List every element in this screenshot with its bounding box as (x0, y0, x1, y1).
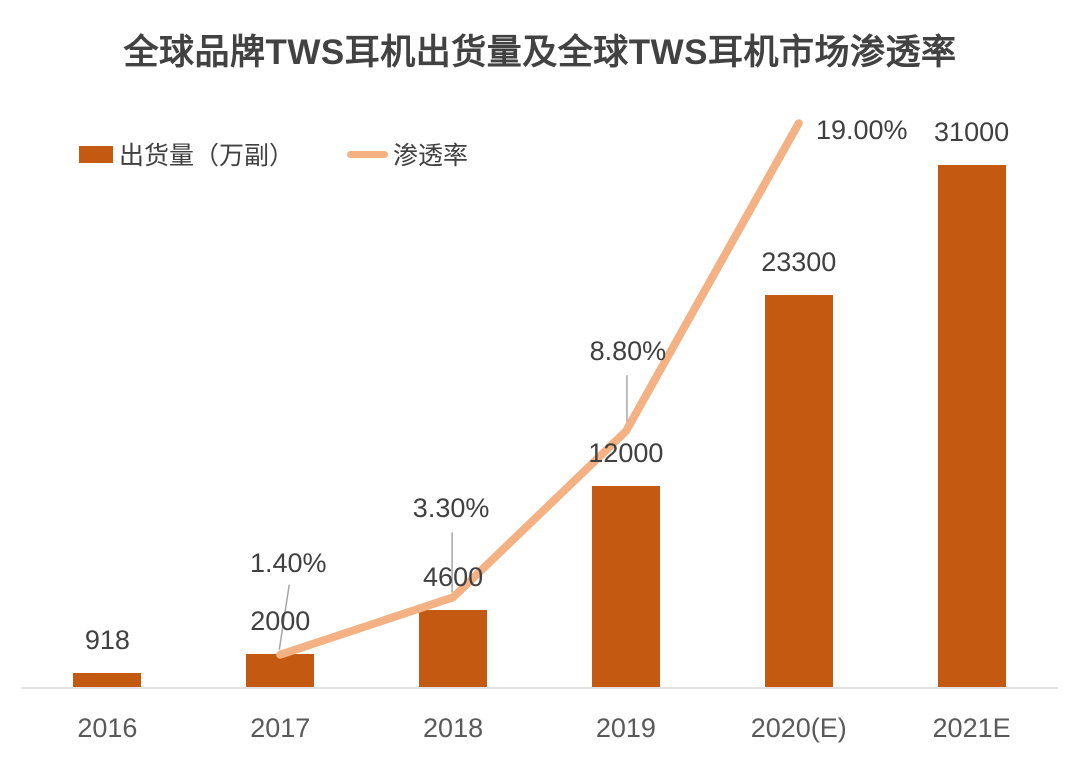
x-axis-label-2018: 2018 (423, 713, 484, 743)
legend-shipments-label: 出货量（万副） (119, 142, 295, 170)
penetration-value-label-2017: 1.40% (249, 547, 327, 578)
bar-value-label-2017: 2000 (250, 606, 311, 636)
x-axis-label-2021E: 2021E (932, 713, 1011, 743)
bar-value-label-2018: 4600 (423, 562, 484, 592)
bar-value-label-2020(E): 23300 (761, 247, 837, 277)
legend-item-penetration: 渗透率 (347, 136, 468, 172)
bar-value-label-2021E: 31000 (934, 117, 1010, 147)
shipments-bar-2021E (937, 165, 1006, 688)
penetration-value-label-2018: 3.30% (412, 493, 490, 524)
legend-penetration-label: 渗透率 (393, 142, 469, 170)
legend-item-shipments: 出货量（万副） (79, 136, 294, 172)
bar-value-label-2019: 12000 (588, 438, 664, 468)
shipments-bar-2016 (73, 673, 142, 688)
penetration-line (276, 119, 803, 659)
bar-series-swatch-icon (79, 145, 113, 163)
x-axis-line (21, 687, 1058, 689)
shipments-bar-2018 (419, 610, 488, 688)
penetration-value-label-2019: 8.80% (589, 336, 667, 367)
shipments-bar-2017 (246, 654, 315, 688)
x-axis-label-2016: 2016 (77, 713, 138, 743)
x-axis-label-2019: 2019 (595, 713, 656, 743)
line-series-swatch-icon (347, 150, 388, 158)
x-axis-label-2017: 2017 (250, 713, 311, 743)
x-axis-label-2020(E): 2020(E) (750, 713, 847, 743)
chart-title: 全球品牌TWS耳机出货量及全球TWS耳机市场渗透率 (123, 33, 957, 72)
shipments-bar-2019 (591, 486, 660, 688)
bar-value-label-2016: 918 (84, 625, 130, 655)
shipments-bar-2020(E) (764, 295, 833, 688)
penetration-value-label-2020(E): 19.00% (815, 115, 908, 146)
